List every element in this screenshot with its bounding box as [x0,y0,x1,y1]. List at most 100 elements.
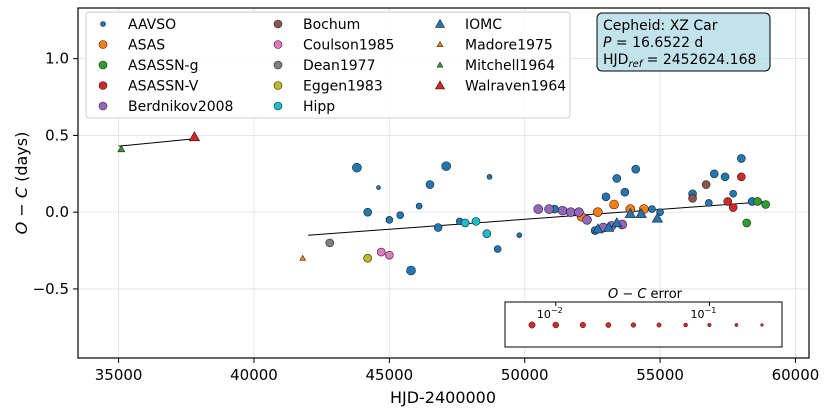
legend-marker-coulson1985 [273,40,283,49]
legend-label-asassn-v: ASASSN-V [128,79,199,95]
point-iomc [611,217,623,228]
y-tick-label: 0.0 [45,203,69,221]
error-sample-marker [656,322,662,328]
point-aavso [631,164,641,174]
point-iomc [624,207,637,218]
point-aavso [376,185,381,190]
error-legend-title: O − C error [608,287,683,302]
data-points [117,131,770,276]
info-period-symbol: P [603,35,612,51]
legend-marker-berdnikov2008 [98,101,108,111]
point-aavso [363,207,372,217]
point-aavso [441,161,452,171]
info-hjd-label: HJD [603,52,628,68]
error-sample-marker [707,322,712,328]
error-sample-marker [760,323,764,327]
legend-frame [85,11,571,119]
legend-label-walraven1964: Walraven1964 [465,79,566,95]
point-asassn-g [753,197,762,206]
point-eggen1983 [363,253,372,263]
point-aavso [709,169,719,179]
point-aavso [352,162,362,173]
point-coulson1985 [385,250,394,260]
error-legend: O − C error 10−2 10−1 [504,287,783,348]
point-aavso [396,211,404,220]
legend-label-dean1977: Dean1977 [303,58,375,74]
legend-label-berdnikov2008: Berdnikov2008 [128,99,233,115]
point-bochum [688,194,697,203]
x-tick-label: 60000 [772,366,820,384]
point-aavso [486,174,493,180]
error-legend-title-rest: error [646,287,682,302]
x-tick-label: 45000 [365,366,413,384]
point-aavso [620,187,630,197]
legend-label-aavso: AAVSO [128,17,176,33]
error-sample-marker [552,321,560,329]
point-hipp [482,229,492,238]
point-asas [609,199,619,210]
y-tick-label: 0.5 [45,126,69,144]
legend-label-bochum: Bochum [303,17,360,33]
legend-marker-walraven1964 [434,80,446,90]
error-sample-marker [683,322,688,328]
legend-label-madore1975: Madore1975 [465,38,553,54]
y-axis-label-oc: O − C [12,186,31,234]
legend-marker-asassn-g [98,60,108,70]
point-aavso [720,172,730,182]
info-hjd-sub: ref [628,59,643,70]
point-madore1975 [299,254,307,261]
error-sample-marker [630,322,637,328]
error-tick-label: 10−2 [537,306,563,321]
error-tick-label: 10−1 [691,306,717,321]
point-hipp [460,218,470,228]
legend-marker-asassn-v [98,81,108,90]
point-iomc [592,223,604,234]
point-asassn-v [723,197,733,206]
fit-line [118,137,198,147]
point-bochum [701,180,711,189]
error-sample-marker [605,322,612,328]
legend-label-asas: ASAS [128,38,165,54]
point-aavso [385,216,394,224]
point-berdnikov2008 [533,204,544,214]
legend-entries: AAVSO ASAS ASASSN-g ASASSN-V Berdnikov2008 Bo… [98,17,566,115]
point-hipp [471,217,481,226]
legend-marker-dean1977 [273,60,283,70]
point-iomc [651,212,664,223]
point-aavso [415,202,423,210]
fit-lines [118,137,769,236]
y-tick-label: 1.0 [45,50,69,68]
info-hjd-value: = 2452624.168 [642,52,756,68]
point-mitchell1964 [117,145,126,153]
point-dean1977 [325,238,335,248]
point-aavso [425,180,435,189]
point-asassn-g [761,200,770,209]
point-berdnikov2008 [544,204,554,214]
x-tick-label: 35000 [95,366,143,384]
error-sample-marker [579,321,586,329]
error-legend-content: 10−2 10−1 [528,302,764,329]
point-aavso [601,192,611,202]
x-tick-label: 55000 [636,366,684,384]
point-aavso [406,265,416,276]
legend-label-eggen1983: Eggen1983 [303,79,383,95]
point-walraven1964 [188,131,201,142]
error-legend-title-oc: O − C [608,287,647,302]
legend-marker-hipp [273,101,283,111]
point-berdnikov2008 [574,207,584,217]
x-tick-label: 40000 [230,366,278,384]
y-axis-label: O − C (days) [12,132,31,235]
point-berdnikov2008 [557,205,568,216]
point-aavso [705,199,713,207]
legend-marker-aavso [100,21,106,27]
point-aavso [648,205,656,213]
point-asassn-v [737,172,746,182]
legend-marker-bochum [273,19,283,29]
x-axis-label: HJD-2400000 [390,388,496,407]
point-berdnikov2008 [582,215,592,225]
point-berdnikov2008 [565,207,576,217]
info-box-frame [596,12,771,72]
info-cepheid: Cepheid: XZ Car [603,18,718,34]
legend-marker-eggen1983 [273,81,283,90]
point-iomc [635,207,647,218]
